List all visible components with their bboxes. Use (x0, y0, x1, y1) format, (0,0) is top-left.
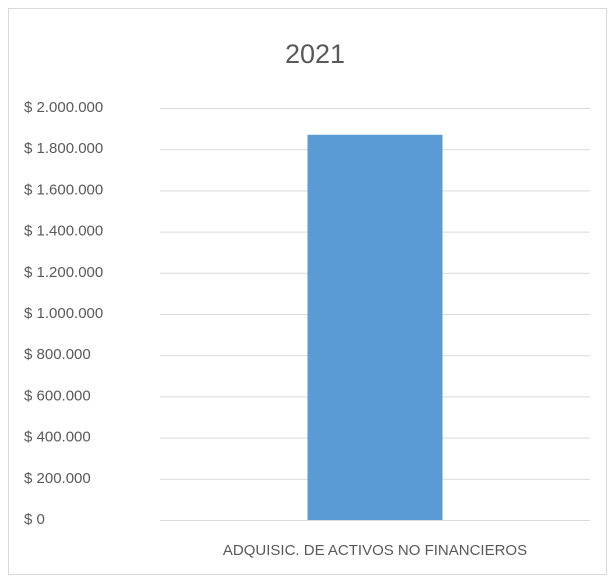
y-tick-label: $ 1.400.000 (24, 223, 103, 240)
x-tick-label: ADQUISIC. DE ACTIVOS NO FINANCIEROS (223, 542, 527, 559)
y-tick-label: $ 1.000.000 (24, 305, 103, 322)
y-tick-label: $ 1.200.000 (24, 264, 103, 281)
y-tick-label: $ 800.000 (24, 346, 91, 363)
y-tick-label: $ 400.000 (24, 429, 91, 446)
y-tick-label: $ 2.000.000 (24, 99, 103, 116)
y-tick-label: $ 600.000 (24, 387, 91, 404)
chart-title: 2021 (285, 39, 345, 69)
y-tick-label: $ 1.800.000 (24, 140, 103, 157)
bar (307, 134, 443, 520)
y-tick-label: $ 200.000 (24, 470, 91, 487)
y-tick-label: $ 1.600.000 (24, 181, 103, 198)
y-tick-label: $ 0 (24, 511, 45, 528)
